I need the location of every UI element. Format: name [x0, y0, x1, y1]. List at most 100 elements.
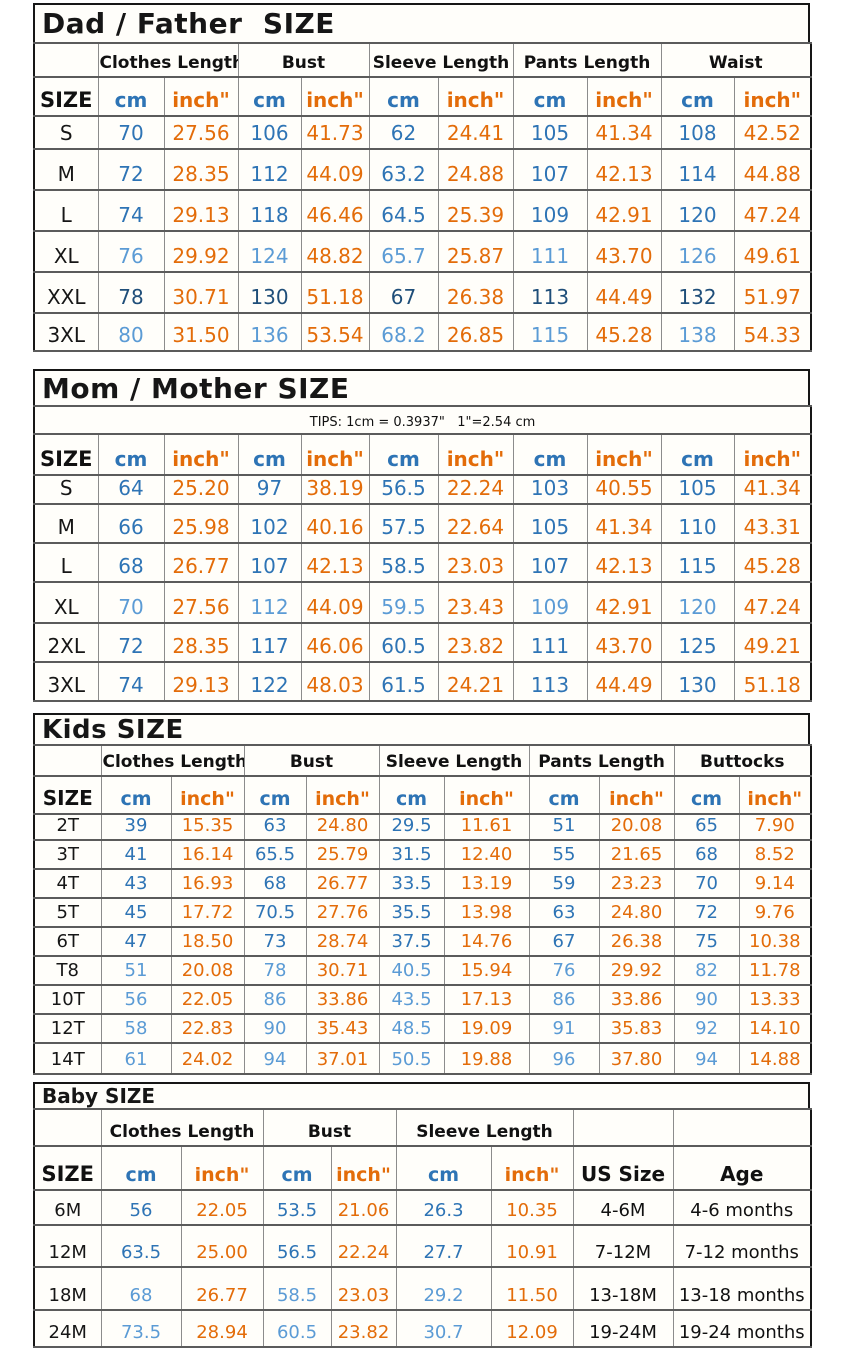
group-header-waist: Waist: [660, 42, 812, 78]
inch-value: 14.88: [738, 1042, 812, 1075]
size-column-header: SIZE: [33, 1145, 102, 1191]
table-row: 2T 39 15.35 63 24.80 29.5 11.61 51 20.08 65 7.90: [33, 813, 812, 841]
inch-value: 44.09: [300, 148, 370, 191]
inch-value: 17.72: [170, 897, 245, 928]
cm-value: 120: [660, 581, 735, 624]
corner-cell: [33, 744, 102, 777]
inch-value: 24.80: [305, 813, 380, 841]
cm-value: 45: [100, 897, 172, 928]
inch-value: 25.87: [437, 230, 514, 273]
cm-value: 57.5: [368, 503, 439, 544]
table-row: 12T 58 22.83 90 35.43 48.5 19.09 91 35.83 92 14.10: [33, 1013, 812, 1044]
kids-size-table: Clothes Length Bust Sleeve Length Pants …: [33, 744, 813, 1075]
cm-value: 68: [100, 1266, 182, 1311]
cm-value: 60.5: [262, 1309, 332, 1348]
cm-value: 63: [243, 813, 307, 841]
cm-value: 37.5: [378, 926, 445, 957]
inch-column-header: inch": [443, 775, 530, 815]
cm-value: 40.5: [378, 955, 445, 986]
inch-value: 49.21: [733, 622, 812, 663]
inch-value: 23.43: [437, 581, 514, 624]
inch-value: 22.83: [170, 1013, 245, 1044]
inch-value: 44.09: [300, 581, 370, 624]
cm-value: 74: [97, 661, 165, 702]
mom-size-table: TIPS: 1cm = 0.3937" 1"=2.54 cm SIZE cm i…: [33, 405, 813, 702]
inch-column-header: inch": [738, 775, 812, 815]
inch-value: 24.80: [598, 897, 675, 928]
cm-value: 112: [237, 148, 302, 191]
age-column-header: Age: [672, 1145, 812, 1191]
inch-column-header: inch": [330, 1145, 397, 1191]
size-label: XXL: [33, 271, 99, 314]
cm-column-header: cm: [237, 76, 302, 117]
group-header-bust: Bust: [237, 42, 370, 78]
cm-value: 58: [100, 1013, 172, 1044]
cm-value: 64.5: [368, 189, 439, 232]
cm-value: 107: [512, 148, 588, 191]
cm-value: 78: [243, 955, 307, 986]
cm-value: 73.5: [100, 1309, 182, 1348]
group-header-row: Clothes Length Bust Sleeve Length Pants …: [33, 42, 812, 78]
inch-value: 42.13: [586, 148, 662, 191]
inch-value: 42.13: [586, 542, 662, 583]
cm-value: 56.5: [262, 1224, 332, 1268]
cm-value: 29.5: [378, 813, 445, 841]
corner-cell: [672, 1108, 812, 1147]
cm-value: 92: [673, 1013, 740, 1044]
inch-value: 23.82: [330, 1309, 397, 1348]
size-label: S: [33, 474, 99, 505]
inch-column-header: inch": [170, 775, 245, 815]
inch-value: 19.88: [443, 1042, 530, 1075]
dad-table-body: S 70 27.56 106 41.73 62 24.41 105 41.34 108 42.52 M…: [33, 115, 812, 352]
inch-value: 26.77: [163, 542, 239, 583]
cm-value: 102: [237, 503, 302, 544]
inch-value: 17.13: [443, 984, 530, 1015]
baby-table-body: 6M 56 22.05 53.5 21.06 26.3 10.35 4-6M 4-6 month…: [33, 1189, 812, 1348]
inch-value: 25.39: [437, 189, 514, 232]
inch-value: 30.71: [305, 955, 380, 986]
cm-value: 72: [673, 897, 740, 928]
cm-value: 70: [673, 868, 740, 899]
cm-column-header: cm: [395, 1145, 492, 1191]
cm-value: 65.5: [243, 839, 307, 870]
cm-value: 76: [528, 955, 600, 986]
cm-value: 136: [237, 312, 302, 352]
inch-value: 23.23: [598, 868, 675, 899]
inch-value: 22.05: [170, 984, 245, 1015]
cm-value: 59: [528, 868, 600, 899]
inch-value: 22.64: [437, 503, 514, 544]
size-label: M: [33, 503, 99, 544]
inch-value: 43.70: [586, 622, 662, 663]
inch-column-header: inch": [437, 76, 514, 117]
cm-column-header: cm: [512, 76, 588, 117]
tips-row: TIPS: 1cm = 0.3937" 1"=2.54 cm: [33, 405, 812, 435]
size-column-header: SIZE: [33, 775, 102, 815]
inch-column-header: inch": [586, 76, 662, 117]
cm-value: 97: [237, 474, 302, 505]
inch-value: 18.50: [170, 926, 245, 957]
cm-value: 124: [237, 230, 302, 273]
inch-value: 47.24: [733, 189, 812, 232]
cm-value: 130: [237, 271, 302, 314]
dad-size-table: Clothes Length Bust Sleeve Length Pants …: [33, 42, 813, 352]
cm-value: 109: [512, 581, 588, 624]
cm-value: 61.5: [368, 661, 439, 702]
cm-value: 107: [512, 542, 588, 583]
group-header-pants-length: Pants Length: [528, 744, 675, 777]
inch-value: 23.03: [437, 542, 514, 583]
inch-value: 12.09: [490, 1309, 574, 1348]
mom-table-body: S 64 25.20 97 38.19 56.5 22.24 103 40.55 105 41.34…: [33, 474, 812, 702]
cm-value: 74: [97, 189, 165, 232]
cm-column-header: cm: [528, 775, 600, 815]
size-label: 12M: [33, 1224, 102, 1268]
inch-value: 10.38: [738, 926, 812, 957]
cm-value: 59.5: [368, 581, 439, 624]
inch-value: 27.56: [163, 581, 239, 624]
cm-value: 53.5: [262, 1189, 332, 1226]
cm-value: 138: [660, 312, 735, 352]
inch-value: 23.03: [330, 1266, 397, 1311]
inch-value: 13.98: [443, 897, 530, 928]
table-row: 3T 41 16.14 65.5 25.79 31.5 12.40 55 21.65 68 8.52: [33, 839, 812, 870]
group-header-sleeve-length: Sleeve Length: [368, 42, 514, 78]
inch-value: 24.41: [437, 115, 514, 150]
